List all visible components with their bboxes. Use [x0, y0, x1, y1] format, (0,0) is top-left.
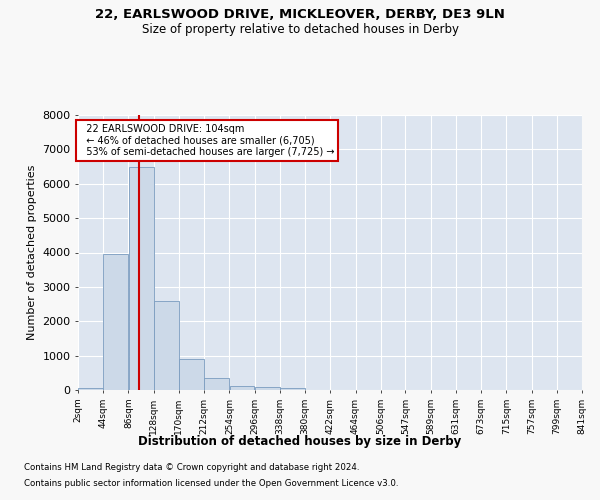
Bar: [154, 300, 179, 390]
Text: Size of property relative to detached houses in Derby: Size of property relative to detached ho…: [142, 22, 458, 36]
Bar: [128, 166, 154, 390]
Bar: [103, 254, 128, 390]
Bar: [230, 386, 254, 390]
Text: Contains HM Land Registry data © Crown copyright and database right 2024.: Contains HM Land Registry data © Crown c…: [24, 464, 359, 472]
Text: Distribution of detached houses by size in Derby: Distribution of detached houses by size …: [139, 435, 461, 448]
Bar: [179, 359, 204, 390]
Text: Contains public sector information licensed under the Open Government Licence v3: Contains public sector information licen…: [24, 478, 398, 488]
Bar: [204, 378, 229, 390]
Bar: [78, 388, 103, 390]
Bar: [255, 386, 280, 390]
Y-axis label: Number of detached properties: Number of detached properties: [26, 165, 37, 340]
Text: 22 EARLSWOOD DRIVE: 104sqm
  ← 46% of detached houses are smaller (6,705)
  53% : 22 EARLSWOOD DRIVE: 104sqm ← 46% of deta…: [80, 124, 334, 157]
Bar: [280, 388, 305, 390]
Text: 22, EARLSWOOD DRIVE, MICKLEOVER, DERBY, DE3 9LN: 22, EARLSWOOD DRIVE, MICKLEOVER, DERBY, …: [95, 8, 505, 20]
